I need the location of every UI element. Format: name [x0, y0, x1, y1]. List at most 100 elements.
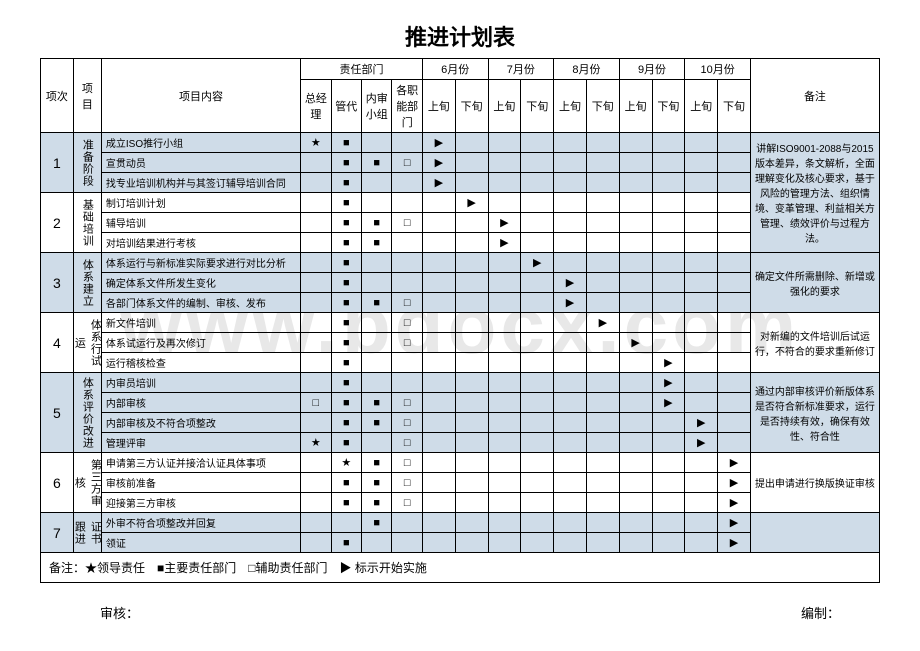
month-cell	[586, 133, 619, 153]
month-cell	[619, 273, 652, 293]
month-cell	[521, 233, 554, 253]
month-cell	[554, 433, 587, 453]
month-cell	[488, 513, 521, 533]
month-cell	[455, 533, 488, 553]
plan-table: 项次 项目 项目内容 责任部门 6月份 7月份 8月份 9月份 10月份 备注 …	[40, 58, 880, 553]
table-body: 1准备阶段成立ISO推行小组★■▶讲解ISO9001-2088与2015版本差异…	[41, 133, 880, 553]
dept-cell: ■	[331, 533, 361, 553]
month-cell	[586, 513, 619, 533]
month-cell	[652, 293, 685, 313]
month-cell	[619, 353, 652, 373]
month-cell	[488, 533, 521, 553]
month-cell	[455, 433, 488, 453]
month-cell	[422, 333, 455, 353]
month-cell	[652, 193, 685, 213]
month-cell	[488, 313, 521, 333]
hdr-p: 下旬	[652, 80, 685, 133]
row-content: 体系运行与新标准实际要求进行对比分析	[101, 253, 300, 273]
phase-seq: 2	[41, 193, 74, 253]
month-cell	[586, 533, 619, 553]
row-content: 申请第三方认证并接洽认证具体事项	[101, 453, 300, 473]
dept-cell	[392, 373, 422, 393]
month-cell	[455, 513, 488, 533]
hdr-dept-2: 内审小组	[362, 80, 392, 133]
month-cell	[554, 313, 587, 333]
dept-cell: ■	[331, 373, 361, 393]
month-cell	[422, 253, 455, 273]
month-cell: ▶	[718, 493, 751, 513]
month-cell: ▶	[718, 513, 751, 533]
hdr-p: 下旬	[718, 80, 751, 133]
month-cell	[554, 393, 587, 413]
month-cell	[718, 433, 751, 453]
hdr-p: 下旬	[521, 80, 554, 133]
month-cell	[685, 453, 718, 473]
row-content: 宣贯动员	[101, 153, 300, 173]
month-cell	[488, 273, 521, 293]
phase-seq: 1	[41, 133, 74, 193]
month-cell	[586, 193, 619, 213]
month-cell	[422, 293, 455, 313]
row-content: 辅导培训	[101, 213, 300, 233]
month-cell	[652, 313, 685, 333]
dept-cell	[362, 273, 392, 293]
month-cell	[422, 393, 455, 413]
row-content: 各部门体系文件的编制、审核、发布	[101, 293, 300, 313]
dept-cell	[362, 193, 392, 213]
dept-cell	[301, 413, 331, 433]
month-cell	[685, 193, 718, 213]
dept-cell: ★	[331, 453, 361, 473]
page-title: 推进计划表	[40, 20, 880, 52]
month-cell	[488, 133, 521, 153]
row-content: 成立ISO推行小组	[101, 133, 300, 153]
dept-cell: □	[392, 413, 422, 433]
month-cell	[586, 413, 619, 433]
remark-cell: 通过内部审核评价新版体系是否符合新标准要求，运行是否持续有效，确保有效性、符合性	[750, 373, 879, 453]
month-cell	[652, 453, 685, 473]
dept-cell: □	[392, 453, 422, 473]
dept-cell	[301, 493, 331, 513]
month-cell	[685, 333, 718, 353]
month-cell	[422, 273, 455, 293]
dept-cell: ■	[331, 433, 361, 453]
hdr-dept-group: 责任部门	[301, 59, 423, 80]
month-cell	[685, 273, 718, 293]
month-cell	[521, 413, 554, 433]
phase-name: 基础培训	[73, 193, 101, 253]
month-cell	[554, 233, 587, 253]
month-cell	[455, 333, 488, 353]
dept-cell: ■	[331, 273, 361, 293]
dept-cell: □	[392, 153, 422, 173]
dept-cell: □	[301, 393, 331, 413]
phase-name: 体系建立	[73, 253, 101, 313]
month-cell	[455, 293, 488, 313]
hdr-seq: 项次	[41, 59, 74, 133]
month-cell: ▶	[619, 333, 652, 353]
month-cell: ▶	[422, 153, 455, 173]
dept-cell: ■	[331, 353, 361, 373]
month-cell	[685, 153, 718, 173]
footer-review: 审核：	[100, 603, 139, 622]
hdr-dept-1: 管代	[331, 80, 361, 133]
dept-cell: □	[392, 493, 422, 513]
dept-cell	[392, 273, 422, 293]
remark-cell: 确定文件所需删除、新增或强化的要求	[750, 253, 879, 313]
dept-cell: ■	[362, 393, 392, 413]
month-cell	[652, 233, 685, 253]
dept-cell: ■	[331, 253, 361, 273]
dept-cell	[301, 293, 331, 313]
footer-prepare: 编制：	[801, 603, 840, 622]
hdr-p: 上旬	[554, 80, 587, 133]
month-cell	[521, 393, 554, 413]
table-header: 项次 项目 项目内容 责任部门 6月份 7月份 8月份 9月份 10月份 备注 …	[41, 59, 880, 133]
row-content: 运行稽核检查	[101, 353, 300, 373]
month-cell	[586, 493, 619, 513]
dept-cell: ■	[331, 173, 361, 193]
month-cell	[718, 273, 751, 293]
hdr-month-9: 9月份	[619, 59, 685, 80]
dept-cell: ■	[362, 233, 392, 253]
dept-cell	[392, 533, 422, 553]
month-cell	[422, 413, 455, 433]
month-cell	[718, 373, 751, 393]
remark-cell: 对新编的文件培训后试运行，不符合的要求重新修订	[750, 313, 879, 373]
